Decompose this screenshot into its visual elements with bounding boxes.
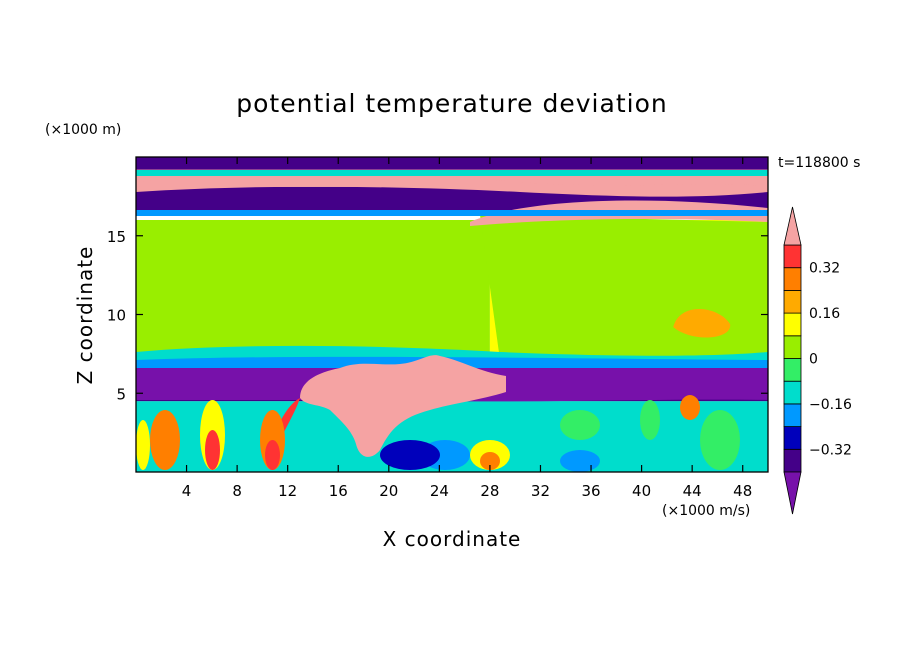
colorbar-tick-label: −0.16 <box>809 397 852 413</box>
colorbar-bin <box>783 403 802 427</box>
region-cold-pocket <box>380 440 440 470</box>
x-tick-label: 44 <box>683 482 702 500</box>
colorbar-bin <box>783 244 802 269</box>
y-tick-label: 10 <box>107 307 126 325</box>
region-green-left-edge <box>136 240 160 300</box>
x-tick-label: 40 <box>632 482 651 500</box>
y-tick-label: 5 <box>116 385 126 403</box>
colorbar-bin <box>783 289 802 314</box>
region-tropopause-blue <box>136 210 768 216</box>
x-tick-label: 32 <box>531 482 550 500</box>
region-cold-pocket <box>300 430 330 470</box>
x-axis: 4 8 12 16 20 24 28 32 36 40 44 48 <box>182 157 752 500</box>
y-tick-label: 15 <box>107 228 126 246</box>
colorbar-tick-label: 0.16 <box>809 306 840 322</box>
colorbar-arrow-min <box>783 471 802 515</box>
x-unit-label: (×1000 m/s) <box>662 503 750 519</box>
colorbar-arrow-max <box>783 206 802 246</box>
x-tick-label: 12 <box>278 482 297 500</box>
region-thermal <box>680 395 700 420</box>
x-tick-label: 24 <box>430 482 449 500</box>
x-tick-label: 28 <box>480 482 499 500</box>
colorbar-bin <box>783 335 802 359</box>
region-convective-plume <box>300 355 506 457</box>
region-green-plateau <box>480 215 768 370</box>
colorbar-tick-label: −0.32 <box>809 442 852 458</box>
region-thermal <box>480 452 500 470</box>
region-thermal <box>560 410 600 440</box>
colorbar-bin <box>783 312 802 337</box>
region-upper-warm-ribbon <box>136 172 768 197</box>
y-axis: 5 10 15 <box>107 228 768 403</box>
colorbar-bin <box>783 426 802 450</box>
y-unit-label: (×1000 m) <box>45 122 121 138</box>
colorbar-bin <box>783 448 802 473</box>
y-axis-label: Z coordinate <box>73 246 97 385</box>
region-warm-patch-right <box>673 308 731 338</box>
x-tick-label: 8 <box>232 482 242 500</box>
region-thermal <box>205 430 220 470</box>
heatmap-field <box>136 157 768 472</box>
colorbar-bin <box>783 380 802 405</box>
region-thermal <box>136 420 150 470</box>
x-tick-label: 36 <box>581 482 600 500</box>
region-thermal <box>700 410 740 470</box>
x-tick-label: 16 <box>329 482 348 500</box>
colorbar-tick-label: 0.32 <box>809 261 840 277</box>
region-upper-cyan-line <box>136 170 768 176</box>
x-tick-label: 20 <box>379 482 398 500</box>
x-axis-label: X coordinate <box>383 527 522 551</box>
colorbar-tick-label: 0 <box>809 352 818 368</box>
region-thermal <box>265 440 280 470</box>
colorbar-bin <box>783 267 802 291</box>
region-thermal <box>640 400 660 440</box>
chart-title: potential temperature deviation <box>236 89 667 118</box>
x-tick-label: 48 <box>733 482 752 500</box>
time-label: t=118800 s <box>778 155 860 171</box>
region-cold-pocket <box>560 450 600 472</box>
colorbar-bin <box>783 358 802 382</box>
region-mid-troposphere-left <box>136 220 490 354</box>
x-tick-label: 4 <box>182 482 192 500</box>
region-thermal <box>150 410 180 470</box>
colorbar: 0.32 0.16 0 −0.16 −0.32 <box>783 206 852 515</box>
